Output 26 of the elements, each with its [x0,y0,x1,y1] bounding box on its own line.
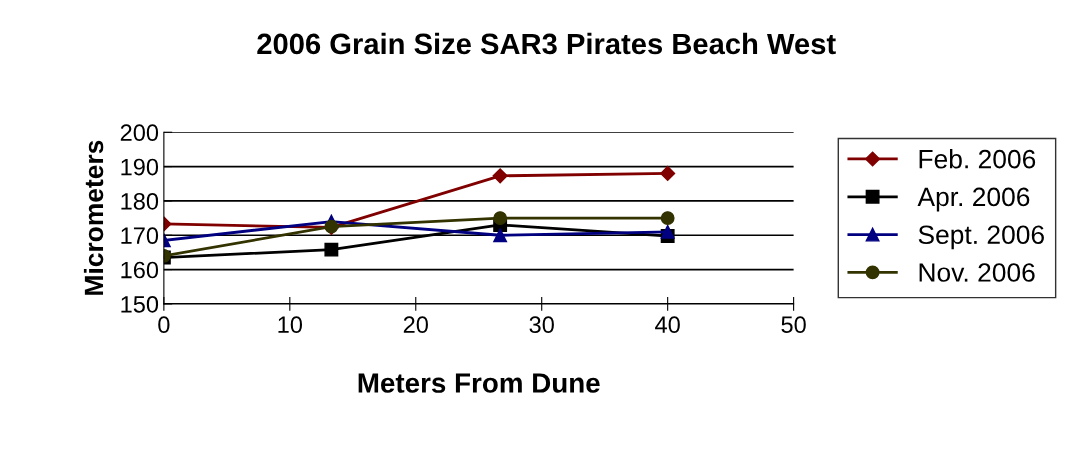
legend-label: Nov. 2006 [919,263,1035,282]
x-axis-title: Meters From Dune [358,373,600,393]
point [660,165,676,182]
legend-label: Feb. 2006 [919,149,1036,169]
point [660,211,675,226]
chart-title: 2006 Grain Size SAR3 Pirates Beach West [257,32,836,55]
point [493,211,508,226]
point [493,228,508,243]
y-tick-label: 150 [121,295,159,313]
x-tick-label: 0 [158,316,170,334]
x-tick-label: 40 [655,316,680,334]
point [324,242,339,257]
y-tick-label: 180 [121,192,159,210]
x-tick-label: 50 [781,316,806,334]
x-tick-label: 10 [278,316,303,334]
legend-label: Sept. 2006 [918,225,1044,250]
y-tick-label: 190 [121,158,159,176]
legend-label: Apr. 2006 [917,187,1030,212]
y-tick-label: 200 [120,124,159,142]
y-tick-label: 160 [121,261,159,279]
y-axis-title: Micrometers [83,140,104,295]
x-tick-label: 20 [403,316,428,334]
point [492,168,508,184]
y-tick-label: 170 [121,227,159,245]
point [660,224,675,239]
x-tick-label: 30 [529,316,554,334]
